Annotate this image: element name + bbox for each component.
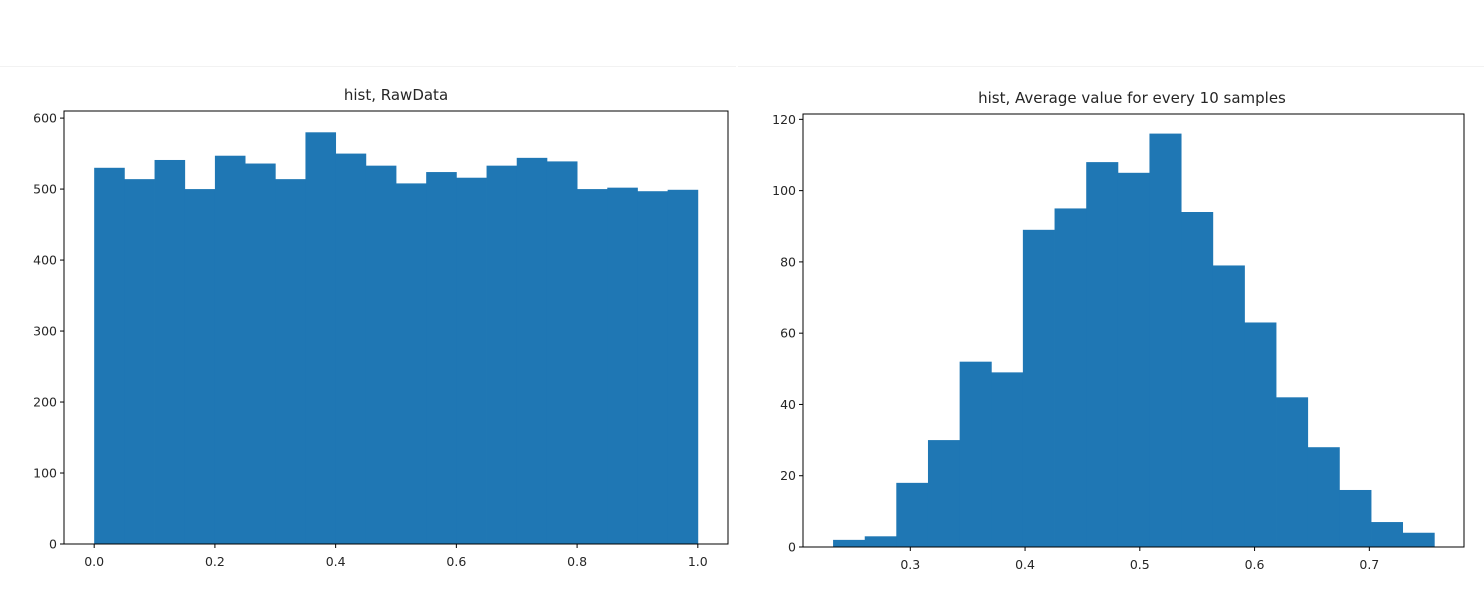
histogram-bar [667,189,699,545]
histogram-bar [124,179,155,544]
histogram-bar [833,539,866,547]
y-tick-label: 600 [33,111,57,126]
y-tick-label: 200 [33,395,57,410]
y-tick-label: 80 [780,254,796,269]
histogram-bar [864,536,897,547]
histogram-bar [516,157,548,544]
chart-title: hist, Average value for every 10 samples [978,89,1286,107]
x-tick-label: 0.4 [326,554,346,569]
histogram-bar [546,161,578,544]
histogram-bar [456,177,487,544]
histogram-bar [1054,208,1087,547]
histogram-bar [426,172,457,545]
histogram-bar [1149,133,1182,547]
x-tick-label: 1.0 [688,554,708,569]
histogram-bar [486,165,518,544]
histogram-bar [94,167,125,545]
histogram-bar [335,153,367,544]
y-tick-label: 100 [33,466,57,481]
x-tick-label: 0.2 [205,554,225,569]
histogram-bar [896,482,929,547]
y-tick-label: 40 [780,397,796,412]
y-tick-label: 300 [33,324,57,339]
y-tick-label: 20 [780,468,796,483]
x-tick-label: 0.8 [567,554,587,569]
histogram-bar [1244,322,1277,547]
average-histogram: hist, Average value for every 10 samples… [772,89,1465,572]
histogram-bar [637,191,669,544]
y-tick-label: 0 [788,540,796,555]
y-tick-label: 500 [33,182,57,197]
x-tick-label: 0.3 [900,557,920,572]
histogram-bar [245,163,276,544]
y-tick-label: 100 [772,183,796,198]
histogram-bar [577,189,608,544]
blank-top-area [0,0,1484,66]
histogram-bar [184,189,216,544]
histogram-bar [607,187,638,544]
histogram-bar [1117,172,1150,548]
histogram-bar [154,159,186,545]
histogram-bar [1086,162,1119,548]
plot-frame [802,113,1465,548]
y-tick-label: 60 [780,326,796,341]
y-tick-label: 400 [33,253,57,268]
x-tick-label: 0.0 [84,554,104,569]
histogram-bar [927,440,961,547]
chart-title: hist, RawData [344,86,448,104]
histogram-bar [1022,229,1055,547]
left-panel-separator [0,66,736,67]
histogram-bar [396,183,427,544]
x-tick-label: 0.6 [1245,557,1265,572]
x-tick-label: 0.4 [1015,557,1035,572]
histogram-bar [1339,489,1372,547]
right-panel-separator [738,66,1484,67]
histogram-bar [1307,447,1340,547]
bars [833,133,1435,548]
histogram-bar [214,155,246,544]
histogram-bar [365,165,397,544]
y-tick-label: 120 [772,112,796,127]
x-tick-label: 0.5 [1130,557,1150,572]
plot-frame [63,110,729,545]
histogram-bar [1212,265,1245,547]
x-tick-label: 0.6 [446,554,466,569]
histogram-bar [1371,522,1404,547]
histogram-bar [959,361,992,547]
y-tick-label: 0 [49,537,57,552]
histogram-bar [991,372,1024,547]
histogram-bar [275,179,306,544]
x-tick-label: 0.7 [1359,557,1379,572]
histogram-bar [1276,397,1309,547]
histogram-bar [1181,212,1214,547]
raw-data-histogram: hist, RawData 0 100 200 300 400 500 600 0.0 0.2 0… [33,86,729,569]
histogram-bar [1402,532,1435,547]
bars [94,132,699,545]
histogram-bar [305,132,337,545]
